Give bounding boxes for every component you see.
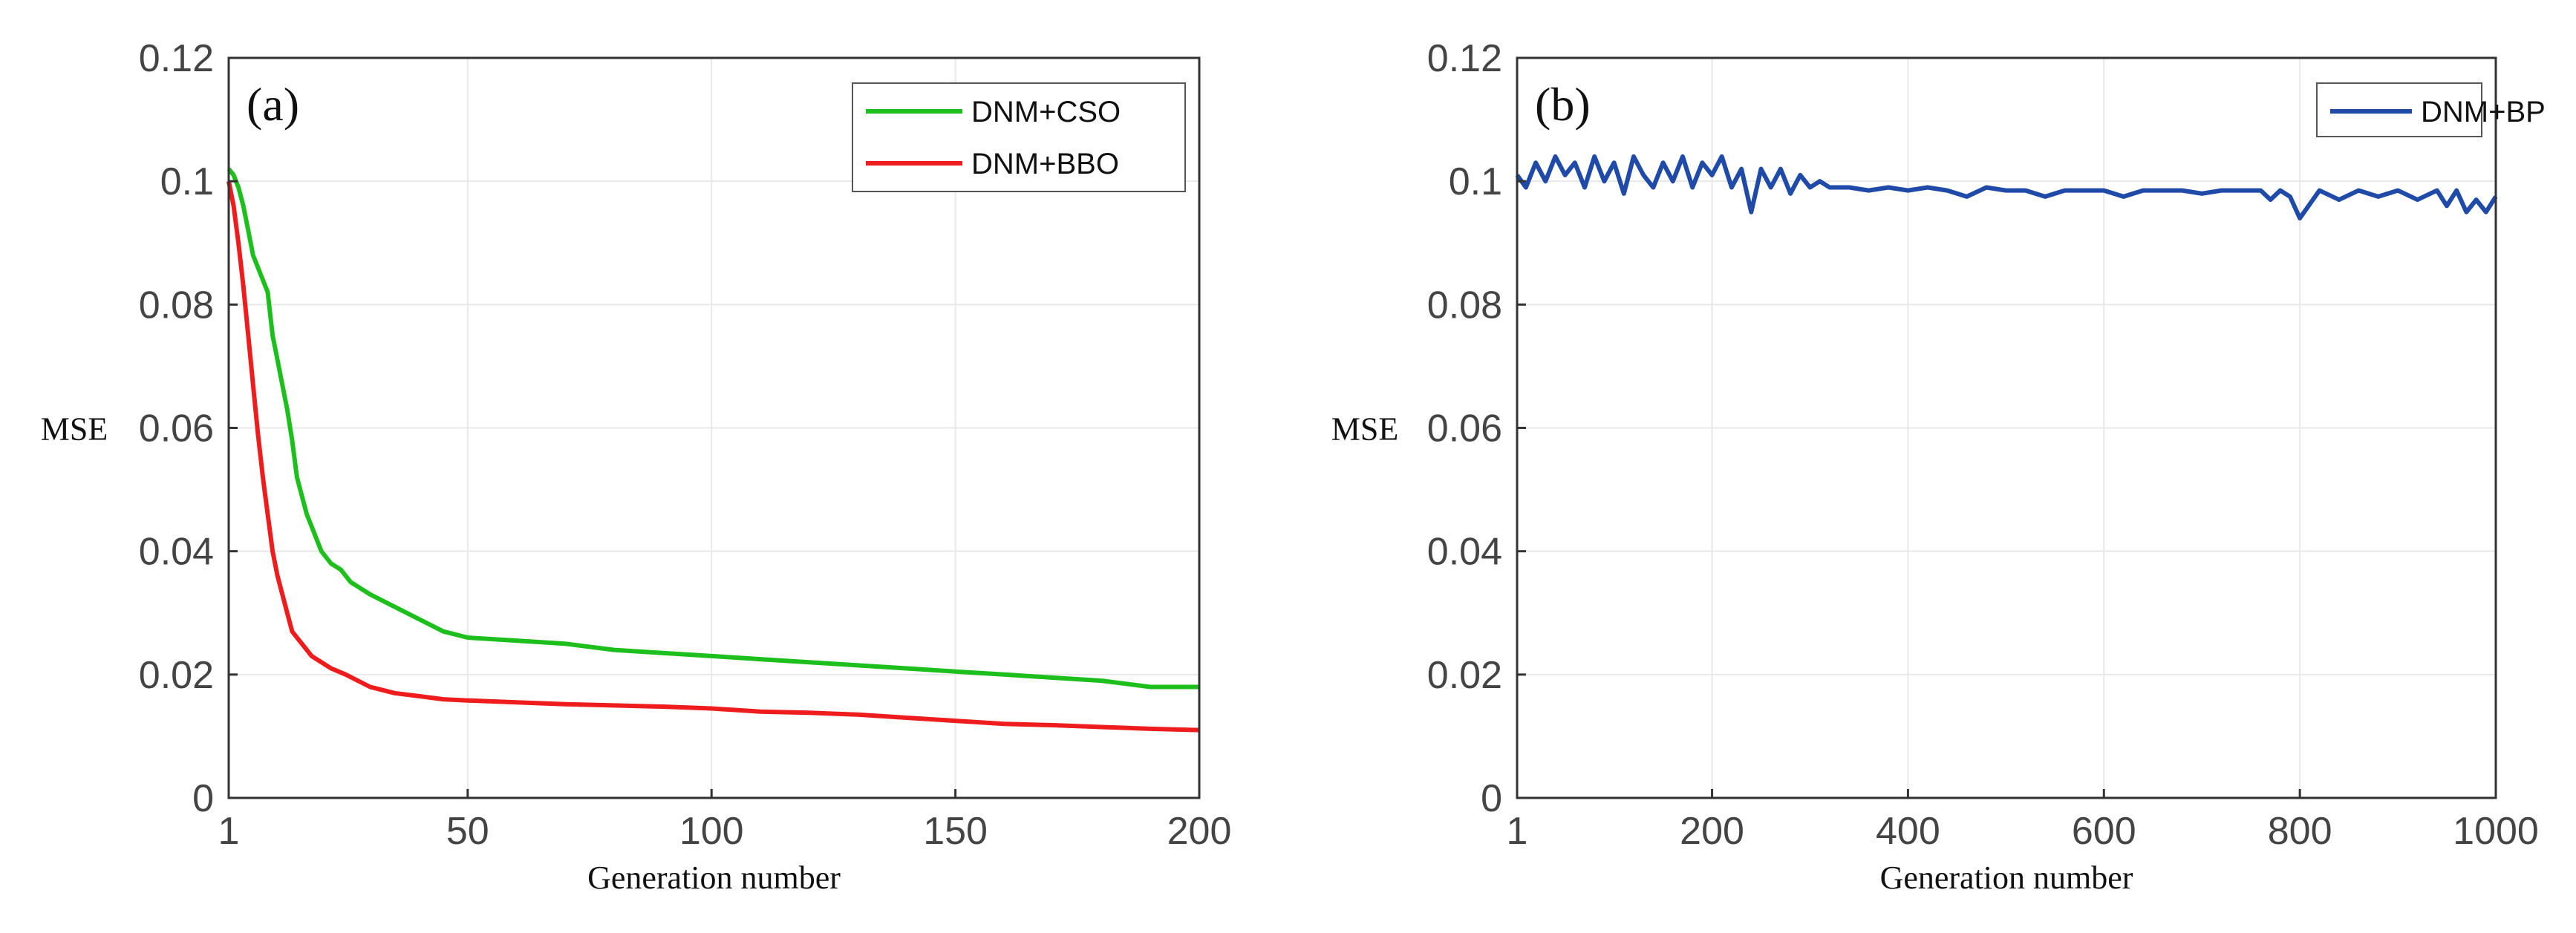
- panel-label: (a): [247, 78, 299, 131]
- y-tick-label: 0.08: [139, 284, 214, 327]
- y-tick-label: 0: [192, 777, 214, 820]
- x-tick-label: 600: [2072, 810, 2136, 853]
- y-tick-label: 0.02: [1427, 654, 1502, 697]
- y-tick-label: 0.02: [139, 654, 214, 697]
- x-tick-label: 1: [1507, 810, 1528, 853]
- series-line-dnm-bbo: [226, 180, 1200, 733]
- legend: DNM+CSO DNM+BBO: [852, 82, 1186, 192]
- y-tick-label: 0.12: [1427, 37, 1502, 80]
- y-tick-label: 0.06: [1427, 407, 1502, 451]
- y-tick-label: 0.08: [1427, 284, 1502, 327]
- chart-panel-b: 0 0.02 0.04 0.06 0.08 0.1 0.12 1 200 400 600 800 100…: [1331, 37, 2546, 896]
- y-tick-label: 0.1: [1449, 160, 1502, 203]
- x-axis-label: Generation number: [587, 860, 841, 896]
- y-tick-label: 0: [1481, 777, 1502, 820]
- legend-box: [852, 82, 1186, 192]
- x-tick-label: 150: [923, 810, 988, 853]
- y-axis-label: MSE: [1331, 411, 1398, 448]
- y-tick-label: 0.04: [1427, 531, 1502, 574]
- x-tick-label: 1: [218, 810, 240, 853]
- y-tick-label: 0.1: [160, 160, 214, 203]
- x-tick-label: 800: [2268, 810, 2332, 853]
- legend-label: DNM+CSO: [971, 96, 1121, 128]
- y-axis-label: MSE: [41, 411, 108, 448]
- y-tick-label: 0.04: [139, 531, 214, 574]
- series-line-dnm-cso: [226, 167, 1199, 690]
- x-tick-label: 1000: [2453, 810, 2539, 853]
- chart-panel-a: 00.020.040.060.080.10.121 50 100 150 200Gene…: [41, 37, 1232, 896]
- panel-label: (b): [1535, 78, 1591, 131]
- x-axis-label: Generation number: [1880, 860, 2133, 896]
- y-tick-label: 0.12: [139, 37, 214, 80]
- legend-label: DNM+BP: [2421, 96, 2546, 128]
- x-tick-label: 200: [1167, 810, 1232, 853]
- legend: DNM+BP: [2316, 82, 2546, 137]
- x-tick-label: 100: [679, 810, 744, 853]
- x-tick-label: 400: [1876, 810, 1940, 853]
- series-line-dnm-bp: [1515, 154, 2498, 220]
- y-tick-label: 0.06: [139, 407, 214, 451]
- x-tick-label: 50: [446, 810, 489, 853]
- legend-label: DNM+BBO: [971, 148, 1119, 180]
- x-tick-label: 200: [1680, 810, 1744, 853]
